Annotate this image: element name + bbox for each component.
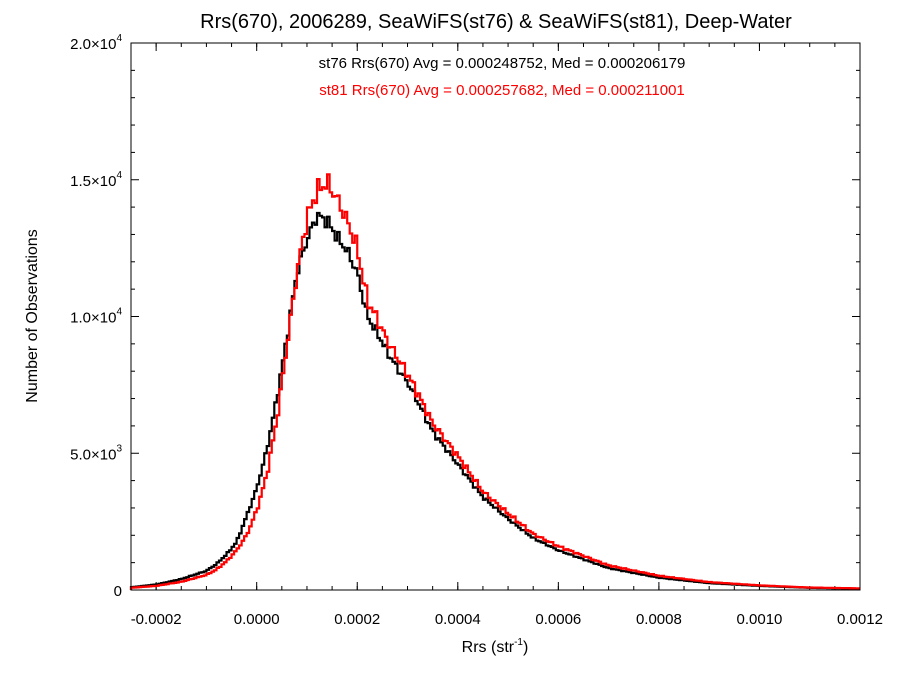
- x-axis-label-suffix: ): [523, 639, 528, 656]
- x-axis-label: Rrs (str-1): [462, 637, 529, 656]
- y-tick-label: 2.0×104: [70, 33, 122, 53]
- y-axis-label: Number of Observations: [24, 229, 41, 402]
- y-tick-mantissa: 1.5×10: [70, 173, 116, 190]
- x-tick-label: -0.0002: [131, 611, 182, 628]
- x-tick-label: 0.0002: [334, 611, 380, 628]
- x-tick-label: 0.0012: [837, 611, 883, 628]
- x-tick-label: 0.0008: [636, 611, 682, 628]
- x-axis-label-sup: -1: [514, 637, 523, 648]
- x-tick-label: 0.0010: [737, 611, 783, 628]
- y-tick-exponent: 3: [116, 443, 122, 454]
- plot-frame: [130, 42, 861, 591]
- chart-title: Rrs(670), 2006289, SeaWiFS(st76) & SeaWi…: [200, 11, 792, 33]
- plot-area: [129, 42, 861, 591]
- y-tick-label: 1.5×104: [70, 170, 122, 190]
- series-st76-histogram: [129, 211, 860, 590]
- x-tick-label: 0.0006: [535, 611, 581, 628]
- series-layer: [129, 173, 860, 590]
- y-tick-exponent: 4: [116, 307, 122, 318]
- y-tick-mantissa: 0: [114, 583, 122, 600]
- y-tick-label: 1.0×104: [70, 307, 122, 327]
- y-tick-mantissa: 1.0×10: [70, 310, 116, 327]
- y-tick-exponent: 4: [116, 33, 122, 44]
- x-tick-label: 0.0004: [435, 611, 481, 628]
- x-axis-label-main: Rrs (str: [462, 639, 515, 656]
- y-tick-label: 0: [114, 583, 122, 600]
- x-tick-label: 0.0000: [234, 611, 280, 628]
- annotation-st76: st76 Rrs(670) Avg = 0.000248752, Med = 0…: [319, 55, 686, 72]
- y-tick-exponent: 4: [116, 170, 122, 181]
- annotation-st81: st81 Rrs(670) Avg = 0.000257682, Med = 0…: [319, 82, 685, 99]
- y-tick-label: 5.0×103: [70, 443, 122, 463]
- y-tick-mantissa: 2.0×10: [70, 36, 116, 53]
- y-tick-mantissa: 5.0×10: [70, 446, 116, 463]
- x-tick-labels: -0.0002 0.0000 0.0002 0.0004 0.0006 0.0008 0.0…: [131, 611, 883, 628]
- series-st81-histogram: [129, 173, 860, 590]
